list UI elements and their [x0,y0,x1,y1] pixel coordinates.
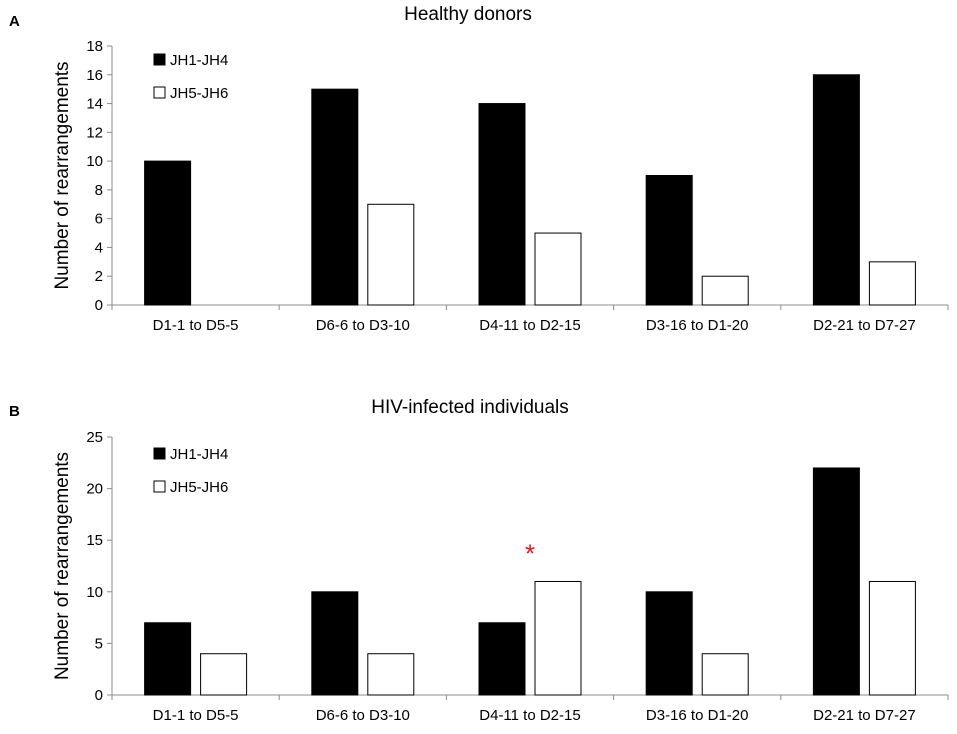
panel-b-bar-jh5-jh6-0 [200,653,248,696]
panel-b-legend-label: JH1-JH4 [170,446,228,463]
panel-a-category-label: D3-16 to D1-20 [646,317,749,334]
panel-b-y-tick-label: 10 [86,584,103,601]
panel-a-category-label: D1-1 to D5-5 [153,317,239,334]
panel-a-y-axis-label: Number of rearrangements [52,61,73,289]
panel-b-legend-label: JH5-JH6 [170,479,228,496]
panel-b-bar-jh1-jh4-0 [144,622,192,696]
panel-a-y-tick-label: 10 [86,153,103,170]
panel-b-y-tick-label: 20 [86,481,103,498]
panel-b-category-label: D2-21 to D7-27 [813,707,916,724]
panel-a-label: A [9,13,20,30]
panel-a-bar-jh1-jh4-1 [311,88,359,306]
panel-a-legend-label: JH1-JH4 [170,52,228,69]
panel-a-y-tick-label: 4 [95,239,103,256]
panel-b-significance-annotation: * [525,539,535,569]
panel-a-legend-swatch [153,86,166,99]
panel-a-category-label: D6-6 to D3-10 [316,317,410,334]
panel-b-category-label: D6-6 to D3-10 [316,707,410,724]
panel-b-legend-swatch [153,480,166,493]
panel-a-y-tick-label: 16 [86,67,103,84]
panel-b-legend-swatch [153,447,166,460]
panel-b-y-tick-label: 0 [95,687,103,704]
panel-a-y-tick-label: 0 [95,297,103,314]
panel-b-category-label: D4-11 to D2-15 [479,707,580,724]
panel-a-bar-jh1-jh4-0 [144,160,192,306]
panel-a-y-tick-label: 12 [86,124,103,141]
panel-b-bar-jh5-jh6-1 [367,653,415,696]
panel-a-y-tick-label: 18 [86,38,103,55]
panel-b-bar-jh1-jh4-2 [478,622,526,696]
panel-a-category-label: D2-21 to D7-27 [813,317,916,334]
panel-a-legend-label: JH5-JH6 [170,85,228,102]
panel-b-y-axis-label: Number of rearrangements [52,452,73,680]
panel-a-legend-swatch [153,53,166,66]
panel-b-bar-jh1-jh4-3 [645,591,693,696]
panel-b-category-label: D3-16 to D1-20 [646,707,749,724]
panel-b-y-tick-label: 25 [86,429,103,446]
panel-b-bar-jh5-jh6-3 [701,653,749,696]
panel-a-bar-jh5-jh6-3 [701,275,749,306]
panel-b-category-label: D1-1 to D5-5 [153,707,239,724]
panel-b-bar-jh1-jh4-4 [812,467,860,696]
panel-b-bar-jh1-jh4-1 [311,591,359,696]
panel-a-bar-jh1-jh4-2 [478,103,526,306]
panel-a-bar-jh1-jh4-4 [812,74,860,306]
panel-a-y-tick-label: 6 [95,211,103,228]
panel-a-bar-jh5-jh6-2 [534,232,582,306]
panel-a-bar-jh5-jh6-4 [868,261,916,306]
panel-a-bar-jh5-jh6-1 [367,203,415,306]
panel-b-bar-jh5-jh6-2 [534,580,582,696]
panel-a-y-tick-label: 2 [95,268,103,285]
panel-b-bar-jh5-jh6-4 [868,580,916,696]
panel-a-y-tick-label: 8 [95,182,103,199]
panel-b-label: B [9,403,20,420]
panel-a-category-label: D4-11 to D2-15 [479,317,580,334]
panel-a-bar-jh1-jh4-3 [645,175,693,306]
panel-b-y-tick-label: 5 [95,635,103,652]
panel-a-title: Healthy donors [404,4,532,25]
panel-a-y-tick-label: 14 [86,96,103,113]
panel-b-y-tick-label: 15 [86,532,103,549]
panel-b-title: HIV-infected individuals [371,397,569,418]
